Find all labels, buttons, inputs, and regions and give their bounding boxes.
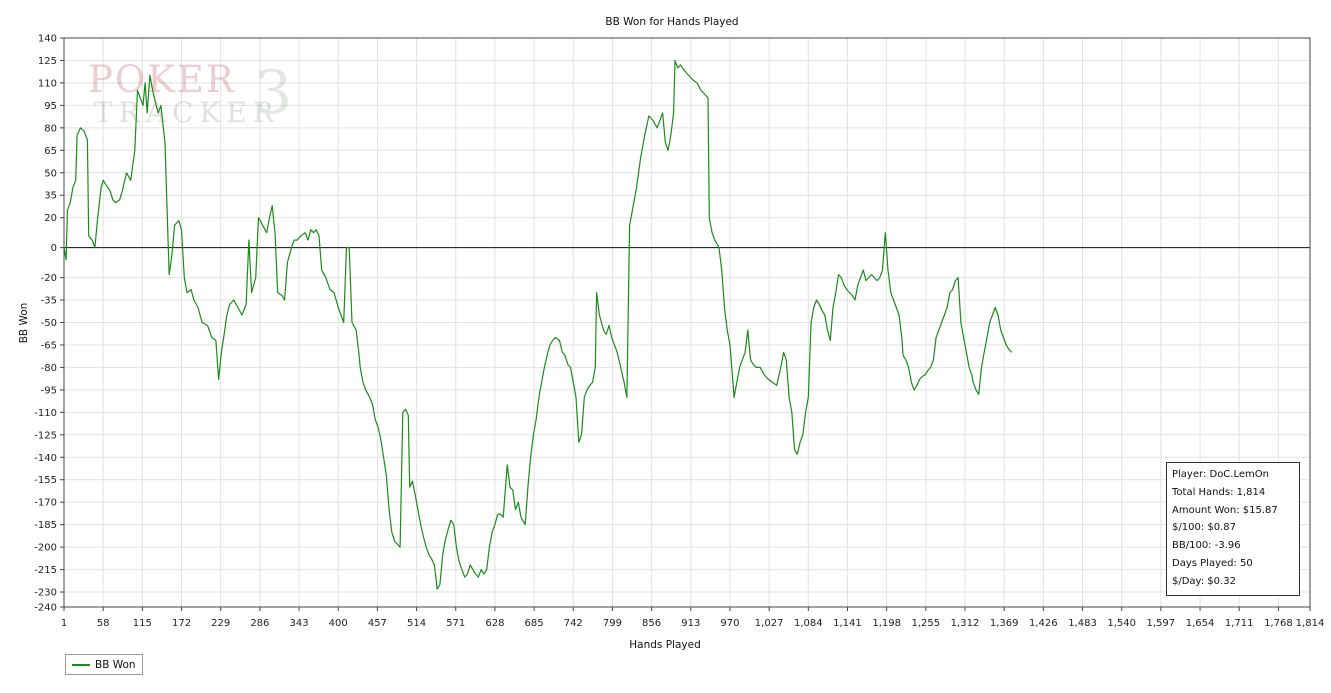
stats-box: Player: DoC.LemOn Total Hands: 1,814 Amo…	[1166, 462, 1300, 596]
x-tick-label: 1,814	[1296, 618, 1325, 629]
y-tick-label: 140	[38, 34, 57, 45]
x-tick-label: 571	[446, 618, 465, 629]
x-tick-label: 457	[368, 618, 387, 629]
x-tick-label: 1,483	[1068, 618, 1097, 629]
y-tick-label: -80	[41, 363, 57, 374]
x-tick-label: 1,369	[990, 618, 1019, 629]
x-tick-label: 400	[329, 618, 348, 629]
x-tick-label: 1,198	[872, 618, 901, 629]
x-tick-label: 1,312	[951, 618, 980, 629]
stats-total-hands: Total Hands: 1,814	[1172, 486, 1266, 498]
x-tick-label: 343	[289, 618, 308, 629]
y-tick-label: -240	[34, 603, 57, 614]
legend-swatch	[72, 663, 90, 666]
y-tick-label: -140	[34, 453, 57, 464]
y-tick-label: -155	[34, 475, 57, 486]
y-tick-label: -200	[34, 543, 57, 554]
y-tick-label: -125	[34, 430, 57, 441]
chart-title: BB Won for Hands Played	[605, 16, 738, 28]
y-tick-label: 0	[51, 243, 57, 254]
y-tick-label: 125	[38, 56, 57, 67]
y-tick-label: 20	[44, 213, 57, 224]
x-tick-label: 115	[133, 618, 152, 629]
series-line-bb-won	[63, 59, 1013, 590]
y-tick-label: -110	[34, 408, 57, 419]
x-tick-label: 172	[172, 618, 191, 629]
y-tick-label: -50	[41, 318, 57, 329]
x-tick-label: 1,255	[912, 618, 941, 629]
y-tick-label: 110	[38, 78, 57, 89]
y-axis-label: BB Won	[18, 303, 30, 344]
x-tick-label: 1,768	[1264, 618, 1293, 629]
x-tick-label: 286	[250, 618, 269, 629]
stats-player: Player: DoC.LemOn	[1172, 469, 1269, 480]
x-tick-label: 1,027	[755, 618, 784, 629]
x-tick-label: 1,426	[1029, 618, 1058, 629]
x-axis-label: Hands Played	[629, 639, 700, 651]
x-tick-label: 1,711	[1225, 618, 1254, 629]
x-tick-label: 1,141	[833, 618, 862, 629]
stats-dollars-per-day: $/Day: $0.32	[1172, 575, 1236, 587]
y-tick-label: -170	[34, 498, 57, 509]
x-tick-label: 1,540	[1107, 618, 1136, 629]
x-tick-label: 1,597	[1147, 618, 1176, 629]
x-tick-label: 1,084	[794, 618, 823, 629]
y-tick-label: 80	[44, 123, 57, 134]
series-bb-won	[63, 59, 1013, 590]
y-tick-label: 65	[44, 146, 57, 157]
legend-label: BB Won	[95, 658, 136, 671]
y-tick-label: -185	[34, 520, 57, 531]
chart-legend[interactable]: BB Won	[65, 654, 143, 675]
y-tick-label: 35	[44, 191, 57, 202]
x-tick-label: 1,654	[1186, 618, 1215, 629]
y-tick-label: -20	[41, 273, 57, 284]
x-tick-label: 685	[525, 618, 544, 629]
grid-lines	[63, 37, 1311, 608]
stats-dollars-per-100: $/100: $0.87	[1172, 522, 1236, 534]
y-tick-label: -215	[34, 565, 57, 576]
y-tick-label: 50	[44, 168, 57, 179]
x-tick-label: 799	[603, 618, 622, 629]
x-tick-label: 514	[407, 618, 426, 629]
stats-amount-won: Amount Won: $15.87	[1172, 504, 1278, 516]
x-tick-label: 1	[61, 618, 67, 629]
x-tick-label: 229	[211, 618, 230, 629]
x-tick-label: 742	[564, 618, 583, 629]
x-tick-label: 628	[485, 618, 504, 629]
y-tick-label: 95	[44, 101, 57, 112]
x-tick-label: 970	[720, 618, 739, 629]
y-tick-label: -35	[41, 296, 57, 307]
x-axis-ticks: 1 58 115 172 229 286 343 400 457 514 571 628 685 742 7…	[61, 607, 1325, 629]
y-tick-label: -230	[34, 588, 57, 599]
y-tick-label: -95	[41, 385, 57, 396]
y-tick-label: -65	[41, 340, 57, 351]
x-tick-label: 58	[97, 618, 110, 629]
stats-bb-per-100: BB/100: -3.96	[1172, 540, 1241, 552]
x-tick-label: 913	[681, 618, 700, 629]
stats-days-played: Days Played: 50	[1172, 557, 1253, 569]
y-axis-ticks: 140 125 110 95 80 65 50 35 20 0 -20 -35 -50 -65 -80 -95…	[34, 34, 64, 614]
x-tick-label: 856	[642, 618, 661, 629]
